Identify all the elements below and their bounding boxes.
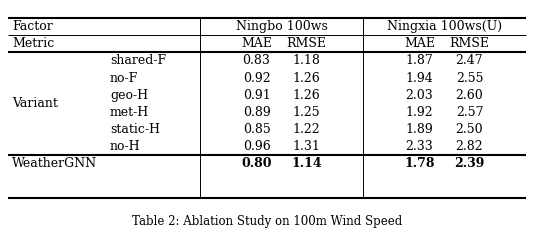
Text: 1.89: 1.89 [406,123,434,136]
Text: 2.82: 2.82 [456,140,483,153]
Text: 2.50: 2.50 [456,123,483,136]
Text: no-F: no-F [110,72,138,84]
Text: 0.91: 0.91 [242,89,270,102]
Text: 1.26: 1.26 [293,72,320,84]
Text: 1.25: 1.25 [293,106,320,119]
Text: met-H: met-H [110,106,149,119]
Text: RMSE: RMSE [450,37,490,50]
Text: 1.87: 1.87 [406,54,434,67]
Text: 2.60: 2.60 [456,89,483,102]
Text: 1.26: 1.26 [293,89,320,102]
Text: 0.96: 0.96 [242,140,270,153]
Text: MAE: MAE [241,37,272,50]
Text: Table 2: Ablation Study on 100m Wind Speed: Table 2: Ablation Study on 100m Wind Spe… [132,216,402,228]
Text: 0.85: 0.85 [242,123,270,136]
Text: 0.92: 0.92 [242,72,270,84]
Text: 2.47: 2.47 [456,54,483,67]
Text: 1.14: 1.14 [291,157,322,170]
Text: 1.92: 1.92 [406,106,433,119]
Text: Ningxia 100ws(U): Ningxia 100ws(U) [387,20,502,33]
Text: RMSE: RMSE [287,37,326,50]
Text: 2.55: 2.55 [456,72,483,84]
Text: Metric: Metric [12,37,54,50]
Text: static-H: static-H [110,123,160,136]
Text: 2.57: 2.57 [456,106,483,119]
Text: 0.83: 0.83 [242,54,270,67]
Text: Variant: Variant [12,97,58,110]
Text: Factor: Factor [12,20,53,33]
Text: shared-F: shared-F [110,54,166,67]
Text: no-H: no-H [110,140,140,153]
Text: 0.89: 0.89 [242,106,270,119]
Text: 0.80: 0.80 [241,157,272,170]
Text: 2.03: 2.03 [406,89,434,102]
Text: 1.18: 1.18 [293,54,320,67]
Text: Ningbo 100ws: Ningbo 100ws [235,20,327,33]
Text: 2.39: 2.39 [454,157,485,170]
Text: MAE: MAE [404,37,435,50]
Text: geo-H: geo-H [110,89,148,102]
Text: WeatherGNN: WeatherGNN [12,157,97,170]
Text: 2.33: 2.33 [406,140,434,153]
Text: 1.31: 1.31 [293,140,320,153]
Text: 1.22: 1.22 [293,123,320,136]
Text: 1.78: 1.78 [404,157,435,170]
Text: 1.94: 1.94 [406,72,434,84]
